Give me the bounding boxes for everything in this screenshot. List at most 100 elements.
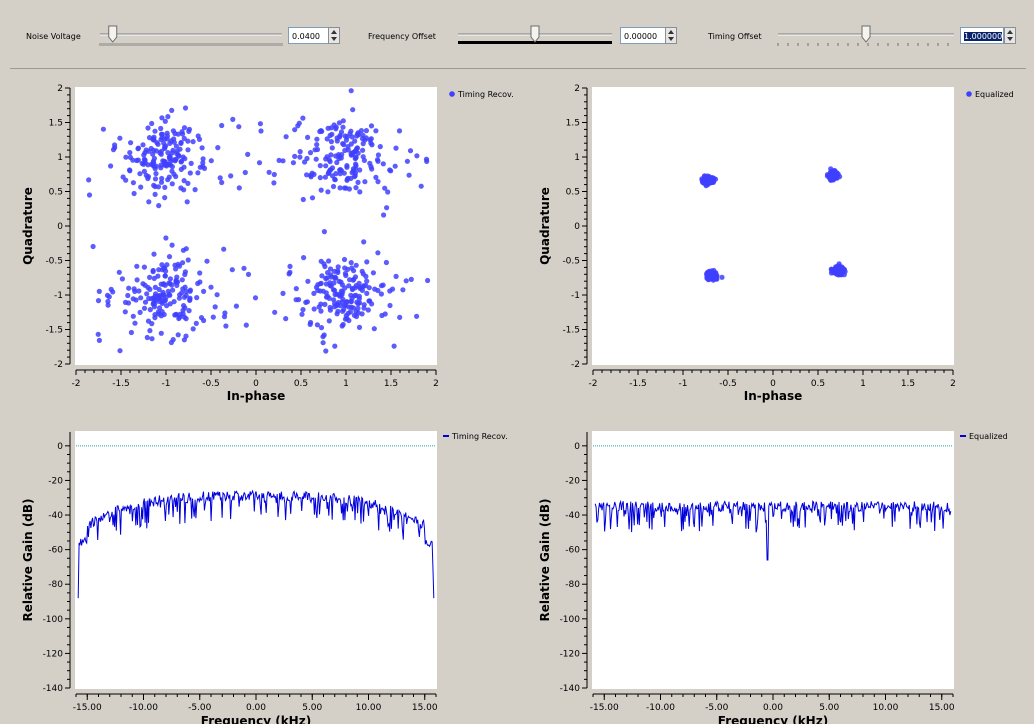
data-point <box>391 343 397 349</box>
data-point <box>187 297 193 303</box>
data-point <box>357 167 363 173</box>
data-point <box>271 171 277 178</box>
noise-voltage-field[interactable]: 0.0400 <box>288 27 330 44</box>
legend-label: Equalized <box>975 90 1014 99</box>
arrow-up-icon <box>331 30 337 34</box>
frequency-offset-spin-button[interactable] <box>665 27 677 44</box>
data-point <box>187 170 193 176</box>
data-point <box>276 157 282 163</box>
data-point <box>221 246 227 252</box>
data-point <box>318 187 324 193</box>
timing-offset-spin-button[interactable] <box>1004 27 1016 44</box>
data-point <box>164 262 170 268</box>
data-point <box>318 301 324 307</box>
x-tick-label: 10.00 <box>873 703 899 713</box>
data-point <box>266 169 272 175</box>
data-point <box>375 158 381 164</box>
data-point <box>144 334 150 341</box>
y-tick-label: -2 <box>54 360 63 370</box>
y-tick-label: 0 <box>574 442 580 452</box>
data-point <box>161 311 167 318</box>
y-tick-label: 1 <box>57 153 63 163</box>
data-point <box>338 129 345 135</box>
data-point <box>104 292 111 298</box>
data-point <box>180 286 186 292</box>
data-point <box>171 299 177 305</box>
data-point <box>112 142 118 148</box>
data-point <box>324 136 330 142</box>
data-point <box>134 277 140 283</box>
data-point <box>404 158 410 164</box>
timing-offset-field[interactable]: 1.000000 <box>960 27 1004 44</box>
data-point <box>135 146 141 152</box>
data-point <box>256 160 263 166</box>
y-tick-label: -140 <box>43 684 64 694</box>
x-tick-label: 1 <box>343 379 349 389</box>
data-point <box>173 312 179 318</box>
data-point <box>719 274 725 280</box>
timing-offset-slider[interactable] <box>774 24 958 46</box>
scatter-points <box>86 88 431 354</box>
data-point <box>158 131 165 137</box>
data-point <box>375 250 381 256</box>
data-point <box>414 313 420 319</box>
data-point <box>175 131 181 137</box>
data-point <box>150 136 156 142</box>
data-point <box>332 343 338 349</box>
frequency-offset-thumb[interactable] <box>530 25 540 43</box>
data-point <box>353 155 359 161</box>
x-tick-label: -1 <box>679 379 688 389</box>
data-point <box>397 314 403 320</box>
data-point <box>181 337 187 343</box>
frequency-offset-slider[interactable] <box>456 24 618 46</box>
y-tick-label: -1.5 <box>562 326 580 336</box>
data-point <box>179 129 185 135</box>
y-tick-label: 1.5 <box>566 119 580 129</box>
arrow-down-icon <box>668 37 674 41</box>
x-tick-label: 5.00 <box>302 703 322 713</box>
spectrum-trace <box>77 489 435 599</box>
noise-voltage-slider[interactable] <box>94 24 286 46</box>
data-point <box>835 171 841 177</box>
data-point <box>117 135 123 141</box>
data-point <box>425 277 431 284</box>
data-point <box>161 140 167 146</box>
data-point <box>169 164 175 170</box>
data-point <box>167 140 173 146</box>
noise-voltage-spin-button[interactable] <box>328 27 340 44</box>
data-point <box>292 153 298 159</box>
arrow-down-icon <box>331 37 337 41</box>
data-point <box>150 269 156 275</box>
data-point <box>158 148 164 154</box>
data-point <box>323 348 329 354</box>
data-point <box>318 325 325 331</box>
data-point <box>141 168 147 174</box>
data-point <box>353 185 359 191</box>
x-tick-label: 5.00 <box>819 703 839 713</box>
spectrum-trace <box>594 499 952 561</box>
data-point <box>195 170 201 176</box>
data-point <box>166 174 172 180</box>
y-tick-label: 0 <box>57 222 63 232</box>
data-point <box>214 292 220 298</box>
data-point <box>156 203 162 209</box>
data-point <box>378 291 384 297</box>
data-point <box>380 282 386 288</box>
frequency-offset-field[interactable]: 0.00000 <box>620 27 666 44</box>
y-tick-label: -0.5 <box>45 257 63 267</box>
timing-offset-thumb[interactable] <box>861 25 871 43</box>
data-point <box>318 308 324 314</box>
data-point <box>178 139 184 146</box>
data-point <box>187 288 193 294</box>
data-point <box>152 284 158 290</box>
noise-voltage-thumb[interactable] <box>108 25 118 43</box>
data-point <box>160 281 166 287</box>
data-point <box>311 290 317 296</box>
data-point <box>176 295 182 301</box>
data-point <box>157 305 163 311</box>
data-point <box>176 315 182 322</box>
y-tick-label: 0.5 <box>49 188 63 198</box>
data-point <box>180 260 186 266</box>
data-point <box>348 141 354 147</box>
data-point <box>287 269 293 275</box>
